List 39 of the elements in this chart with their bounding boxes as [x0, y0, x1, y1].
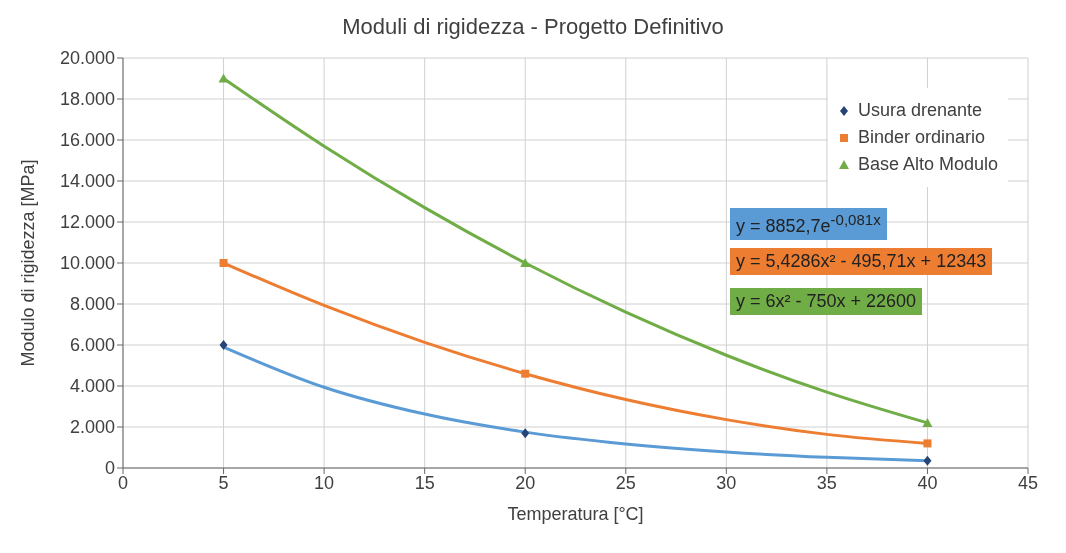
- point: [218, 73, 229, 83]
- y-tick-label: 18.000: [59, 89, 115, 110]
- annotation: y = 8852,7e$^{-0,081x}$: [730, 208, 887, 240]
- x-tick-label: 0: [117, 472, 129, 493]
- point: [521, 369, 530, 378]
- y-tick-label: 0: [104, 458, 115, 479]
- point: [219, 259, 228, 267]
- point: [219, 340, 228, 350]
- y-tick-label: 6.000: [69, 335, 115, 356]
- legend-label: Base Alto Modulo: [857, 154, 998, 175]
- point: [520, 258, 531, 267]
- y-tick-label: 4.000: [69, 376, 115, 397]
- y-tick-label: 10.000: [59, 253, 115, 274]
- x-axis-title: Temperatura [°C]: [507, 504, 644, 524]
- point: [521, 428, 530, 439]
- y-axis-title: Modulo di rigidezza [MPa]: [18, 159, 39, 367]
- y-tick-label: 16.000: [59, 130, 115, 151]
- x-tick-label: 20: [515, 472, 536, 493]
- y-tick-label: 8.000: [69, 294, 115, 315]
- x-tick-label: 30: [716, 472, 737, 493]
- legend-label: Usura drenante: [857, 100, 982, 121]
- x-tick-label: 15: [414, 472, 435, 493]
- x-tick-label: 10: [314, 472, 335, 493]
- annotation: y = 5,4286x² - 495,71x + 12343: [730, 248, 993, 275]
- y-tick-label: 20.000: [59, 48, 115, 69]
- legend-label: Binder ordinario: [857, 127, 985, 148]
- annotation: y = 6x² - 750x + 22600: [730, 288, 923, 315]
- x-tick-label: 40: [917, 472, 938, 493]
- x-tick-label: 5: [218, 472, 229, 493]
- point: [922, 417, 933, 427]
- chart-title: Moduli di rigidezza - Progetto Definitivo: [341, 14, 725, 40]
- y-tick-label: 14.000: [59, 171, 115, 192]
- x-tick-label: 35: [816, 472, 837, 493]
- y-tick-label: 2.000: [69, 417, 115, 438]
- point: [923, 455, 932, 466]
- x-tick-label: 25: [615, 472, 636, 493]
- y-tick-label: 12.000: [59, 212, 115, 233]
- x-tick-label: 45: [1017, 472, 1039, 493]
- point: [923, 439, 932, 448]
